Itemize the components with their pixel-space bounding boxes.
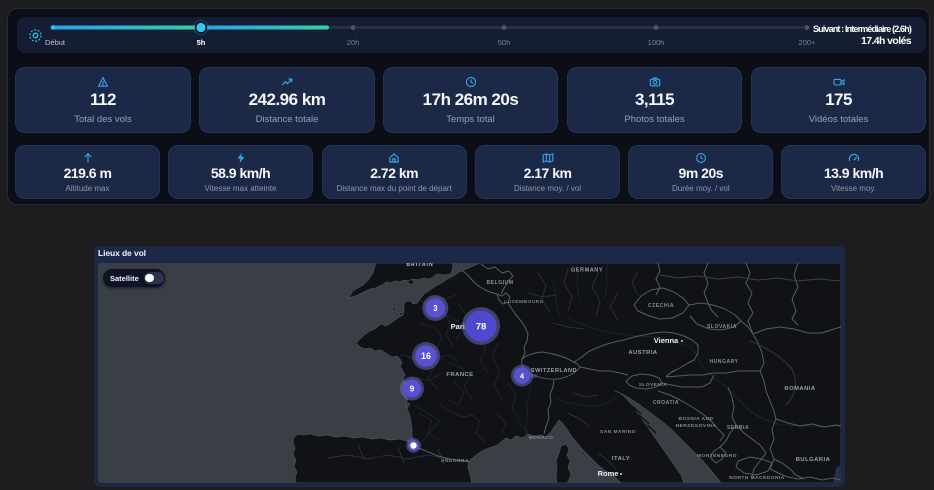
svg-text:AUSTRIA: AUSTRIA [628, 350, 658, 356]
svg-text:SLOVENIA: SLOVENIA [639, 382, 668, 388]
svg-text:MONACO: MONACO [529, 435, 554, 441]
svg-text:BOSNIA AND: BOSNIA AND [678, 416, 713, 422]
svg-text:ITALY: ITALY [612, 456, 630, 462]
svg-text:SAN MARINO: SAN MARINO [600, 429, 636, 435]
svg-text:NORTH MACEDONIA: NORTH MACEDONIA [729, 475, 785, 481]
svg-text:16: 16 [421, 351, 431, 361]
svg-text:SERBIA: SERBIA [727, 425, 749, 431]
svg-text:BULGARIA: BULGARIA [796, 457, 831, 463]
svg-text:HERZEGOVINA: HERZEGOVINA [676, 423, 717, 429]
svg-text:CZECHIA: CZECHIA [648, 303, 674, 309]
svg-text:MONTENEGRO: MONTENEGRO [697, 453, 737, 459]
svg-text:LUXEMBOURG: LUXEMBOURG [504, 299, 544, 305]
svg-text:Paris: Paris [451, 322, 469, 331]
svg-text:HUNGARY: HUNGARY [709, 359, 738, 365]
svg-text:CROATIA: CROATIA [653, 400, 679, 406]
svg-text:78: 78 [476, 322, 487, 333]
svg-text:ANDORRA: ANDORRA [441, 458, 469, 464]
svg-text:BRITAIN: BRITAIN [406, 263, 433, 268]
svg-text:Vienna: Vienna [654, 336, 679, 345]
svg-text:SWITZERLAND: SWITZERLAND [531, 368, 577, 374]
svg-text:ROMANIA: ROMANIA [784, 386, 816, 392]
svg-text:9: 9 [410, 385, 415, 394]
svg-text:4: 4 [520, 371, 525, 380]
svg-text:FRANCE: FRANCE [446, 372, 473, 378]
svg-text:SLOVAKIA: SLOVAKIA [707, 324, 737, 330]
svg-text:BELGIUM: BELGIUM [487, 280, 514, 286]
svg-text:3: 3 [433, 304, 438, 313]
svg-text:Rome: Rome [598, 469, 619, 478]
svg-text:GERMANY: GERMANY [571, 268, 603, 274]
